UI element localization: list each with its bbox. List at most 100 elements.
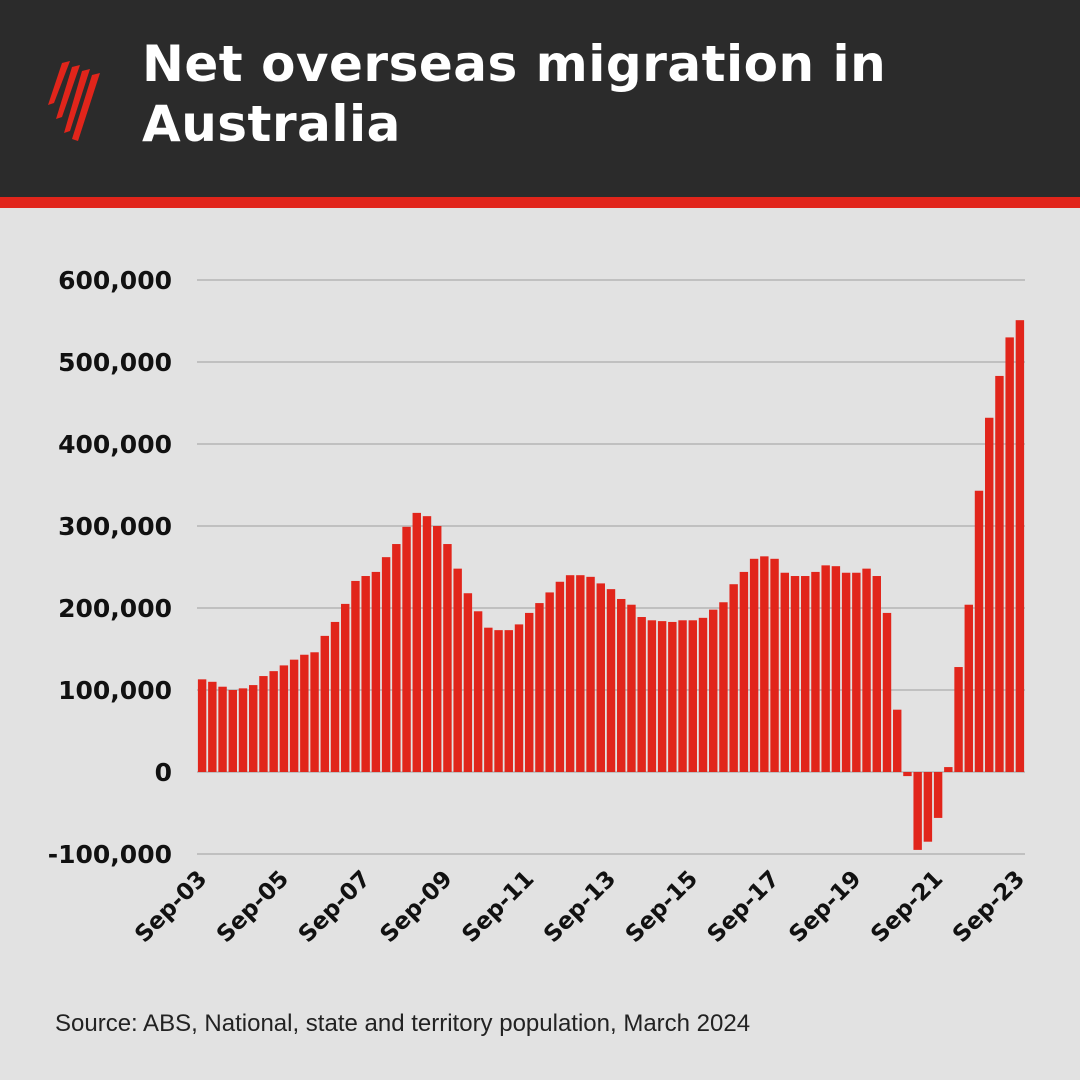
bar [1005,337,1014,772]
bar [790,576,800,772]
bar [923,772,933,842]
bar [433,526,442,772]
bar [289,659,299,772]
bar [422,516,432,772]
y-tick-label: 500,000 [58,348,172,377]
bar [933,772,943,818]
bar [1015,320,1025,772]
bar [330,621,340,772]
bar [985,417,994,772]
bar [197,679,207,772]
bar [545,592,554,772]
bar [841,572,851,772]
x-tick-label: Sep-15 [621,866,703,948]
x-tick-label: Sep-03 [130,866,212,948]
bar [831,566,841,772]
bar [668,621,677,772]
x-tick-label: Sep-09 [376,866,458,948]
bar [617,598,626,772]
x-tick-label: Sep-21 [866,866,948,948]
bar [259,676,268,772]
bar [535,603,544,772]
bar [872,576,881,772]
bar [627,604,636,772]
bar [586,576,595,772]
bar [443,544,452,772]
bar [944,767,953,772]
sbs-logo-icon [48,61,100,141]
bar [647,620,657,772]
bar [473,611,483,772]
bar [402,526,411,772]
x-tick-label: Sep-07 [294,866,376,948]
y-tick-label: 100,000 [58,676,172,705]
bar [729,584,738,772]
bar [208,681,217,772]
y-tick-label: 200,000 [58,594,172,623]
bar [238,688,248,772]
bar [709,609,718,772]
bar [504,630,513,772]
x-tick-label: Sep-11 [457,866,539,948]
bar [739,571,749,772]
bar [341,603,350,772]
bar [688,620,697,772]
bar [760,556,769,772]
chart-title: Net overseas migration in Australia [142,35,887,153]
bar [269,671,278,772]
bar [249,685,258,772]
bar [565,575,575,772]
y-tick-label: 600,000 [58,266,172,295]
x-tick-label: Sep-05 [212,866,294,948]
bar [678,620,687,772]
bar [657,621,667,772]
bar [412,512,421,772]
bar [596,583,605,772]
x-tick-label: Sep-13 [539,866,621,948]
bar [862,568,871,772]
y-tick-label: -100,000 [48,840,172,869]
bar [974,490,984,772]
bar [576,575,585,772]
bar [893,709,902,772]
bar [555,581,565,772]
bar [903,772,912,777]
bar [381,557,391,772]
y-tick-label: 400,000 [58,430,172,459]
bar [913,772,922,850]
bar [637,617,646,772]
bar [320,635,329,772]
bar [749,558,759,772]
bar [484,627,493,772]
bar [698,617,708,772]
bar [964,604,973,772]
bar [310,652,319,772]
bar [392,544,401,772]
y-tick-label: 0 [155,758,172,787]
bar [361,576,370,772]
bar [279,665,289,772]
bar [811,571,820,772]
header-bar [0,0,1080,197]
bar [995,375,1004,772]
bar [954,667,963,772]
bar [852,572,861,772]
bar [371,571,381,772]
bar [606,589,616,772]
bar [770,558,779,772]
accent-stripe [0,197,1080,208]
x-tick-label: Sep-19 [784,866,866,948]
bar [525,612,534,772]
bar [821,565,830,772]
bar [780,572,789,772]
bar [351,580,360,772]
bar [228,690,237,772]
bar [300,654,309,772]
bar [463,593,473,772]
bar [801,576,810,772]
bar [218,686,227,772]
x-tick-label: Sep-17 [703,866,785,948]
bar [882,612,892,772]
bar [514,624,524,772]
